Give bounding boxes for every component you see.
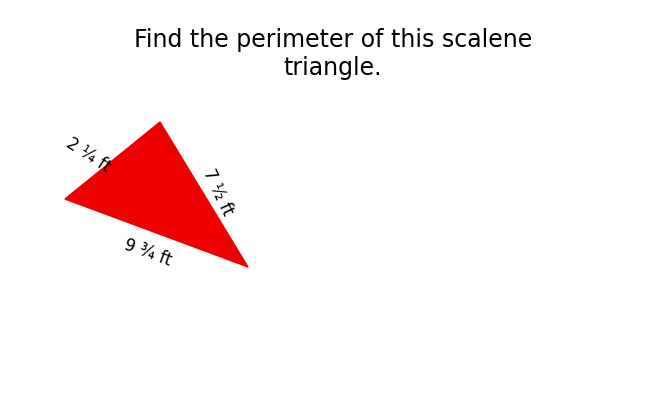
- Text: Find the perimeter of this scalene
triangle.: Find the perimeter of this scalene trian…: [134, 28, 532, 80]
- Text: 7 ½ ft: 7 ½ ft: [199, 166, 236, 218]
- Polygon shape: [65, 123, 248, 267]
- Text: 2 ¼ ft: 2 ¼ ft: [63, 134, 114, 176]
- Text: 9 ¾ ft: 9 ¾ ft: [122, 235, 174, 269]
